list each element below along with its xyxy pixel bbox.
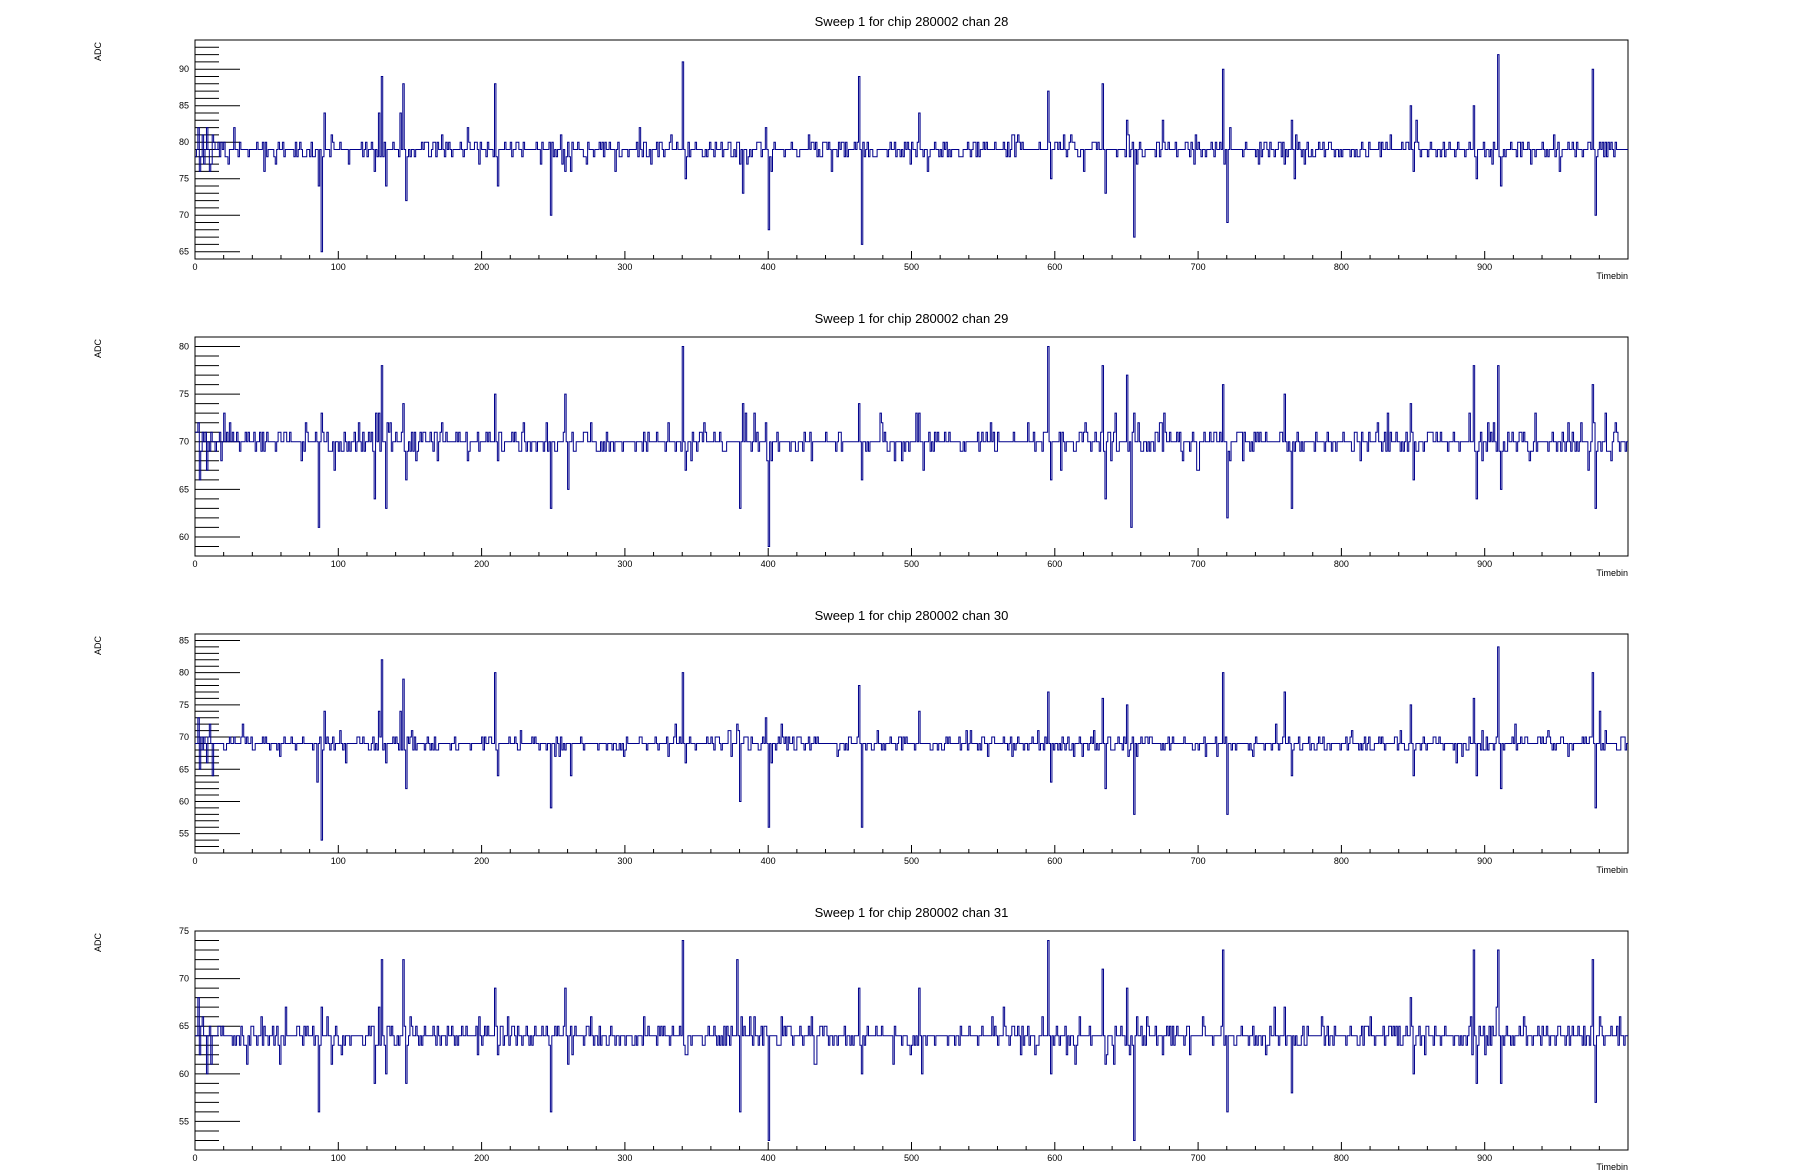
x-tick-label: 400	[761, 559, 776, 569]
y-tick-label: 70	[179, 732, 189, 742]
y-tick-label: 70	[179, 974, 189, 984]
x-tick-label: 900	[1477, 1153, 1492, 1163]
x-axis-label: Timebin	[1596, 1162, 1628, 1172]
x-tick-label: 800	[1334, 262, 1349, 272]
x-tick-label: 500	[904, 1153, 919, 1163]
x-tick-label: 400	[761, 1153, 776, 1163]
y-tick-label: 70	[179, 210, 189, 220]
y-axis-label: ADC	[93, 933, 103, 953]
x-tick-label: 700	[1191, 856, 1206, 866]
y-tick-label: 60	[179, 532, 189, 542]
x-tick-label: 100	[331, 856, 346, 866]
y-tick-label: 55	[179, 829, 189, 839]
y-axis-label: ADC	[93, 42, 103, 62]
y-tick-label: 90	[179, 64, 189, 74]
x-tick-label: 700	[1191, 262, 1206, 272]
x-tick-label: 900	[1477, 856, 1492, 866]
chart-title: Sweep 1 for chip 280002 chan 30	[815, 608, 1009, 623]
x-tick-label: 0	[192, 856, 197, 866]
x-tick-label: 800	[1334, 856, 1349, 866]
x-tick-label: 300	[617, 262, 632, 272]
y-tick-label: 70	[179, 437, 189, 447]
x-tick-label: 0	[192, 1153, 197, 1163]
chart-panel-0: Sweep 1 for chip 280002 chan 28 ADC Timebi…	[93, 14, 1629, 281]
x-tick-label: 100	[331, 1153, 346, 1163]
x-tick-label: 700	[1191, 1153, 1206, 1163]
y-tick-label: 65	[179, 1021, 189, 1031]
y-tick-label: 75	[179, 700, 189, 710]
y-tick-label: 65	[179, 764, 189, 774]
y-tick-label: 65	[179, 247, 189, 257]
x-tick-label: 800	[1334, 1153, 1349, 1163]
adc-series-line	[195, 646, 1628, 841]
x-tick-label: 300	[617, 559, 632, 569]
x-axis-label: Timebin	[1596, 865, 1628, 875]
x-tick-label: 0	[192, 262, 197, 272]
y-tick-label: 80	[179, 137, 189, 147]
x-tick-label: 200	[474, 856, 489, 866]
adc-series-line	[195, 54, 1628, 253]
x-tick-label: 700	[1191, 559, 1206, 569]
y-tick-label: 85	[179, 101, 189, 111]
y-axis-label: ADC	[93, 339, 103, 359]
x-tick-label: 900	[1477, 262, 1492, 272]
x-axis-label: Timebin	[1596, 568, 1628, 578]
x-tick-label: 800	[1334, 559, 1349, 569]
y-tick-label: 80	[179, 342, 189, 352]
adc-series-line	[195, 346, 1628, 547]
chart-panel-3: Sweep 1 for chip 280002 chan 31 ADC Timebi…	[93, 905, 1629, 1172]
y-tick-label: 75	[179, 926, 189, 936]
x-tick-label: 500	[904, 856, 919, 866]
y-tick-label: 60	[179, 1069, 189, 1079]
x-axis-label: Timebin	[1596, 271, 1628, 281]
x-tick-label: 400	[761, 856, 776, 866]
x-tick-label: 200	[474, 559, 489, 569]
x-tick-label: 100	[331, 559, 346, 569]
x-tick-label: 0	[192, 559, 197, 569]
y-tick-label: 65	[179, 484, 189, 494]
adc-series-line	[195, 940, 1628, 1141]
x-tick-label: 600	[1047, 1153, 1062, 1163]
y-tick-label: 75	[179, 174, 189, 184]
x-tick-label: 900	[1477, 559, 1492, 569]
x-tick-label: 400	[761, 262, 776, 272]
y-tick-label: 55	[179, 1116, 189, 1126]
chart-title: Sweep 1 for chip 280002 chan 28	[815, 14, 1009, 29]
chart-title: Sweep 1 for chip 280002 chan 31	[815, 905, 1009, 920]
x-tick-label: 500	[904, 262, 919, 272]
x-tick-label: 600	[1047, 856, 1062, 866]
x-tick-label: 600	[1047, 559, 1062, 569]
chart-title: Sweep 1 for chip 280002 chan 29	[815, 311, 1009, 326]
y-tick-label: 75	[179, 389, 189, 399]
chart-panel-1: Sweep 1 for chip 280002 chan 29 ADC Timebi…	[93, 311, 1629, 578]
y-tick-label: 80	[179, 668, 189, 678]
x-tick-label: 300	[617, 1153, 632, 1163]
y-tick-label: 60	[179, 796, 189, 806]
chart-panel-2: Sweep 1 for chip 280002 chan 30 ADC Timebi…	[93, 608, 1629, 875]
x-tick-label: 200	[474, 262, 489, 272]
x-tick-label: 100	[331, 262, 346, 272]
x-tick-label: 200	[474, 1153, 489, 1163]
y-tick-label: 85	[179, 635, 189, 645]
y-axis-label: ADC	[93, 636, 103, 656]
x-tick-label: 300	[617, 856, 632, 866]
x-tick-label: 500	[904, 559, 919, 569]
x-tick-label: 600	[1047, 262, 1062, 272]
